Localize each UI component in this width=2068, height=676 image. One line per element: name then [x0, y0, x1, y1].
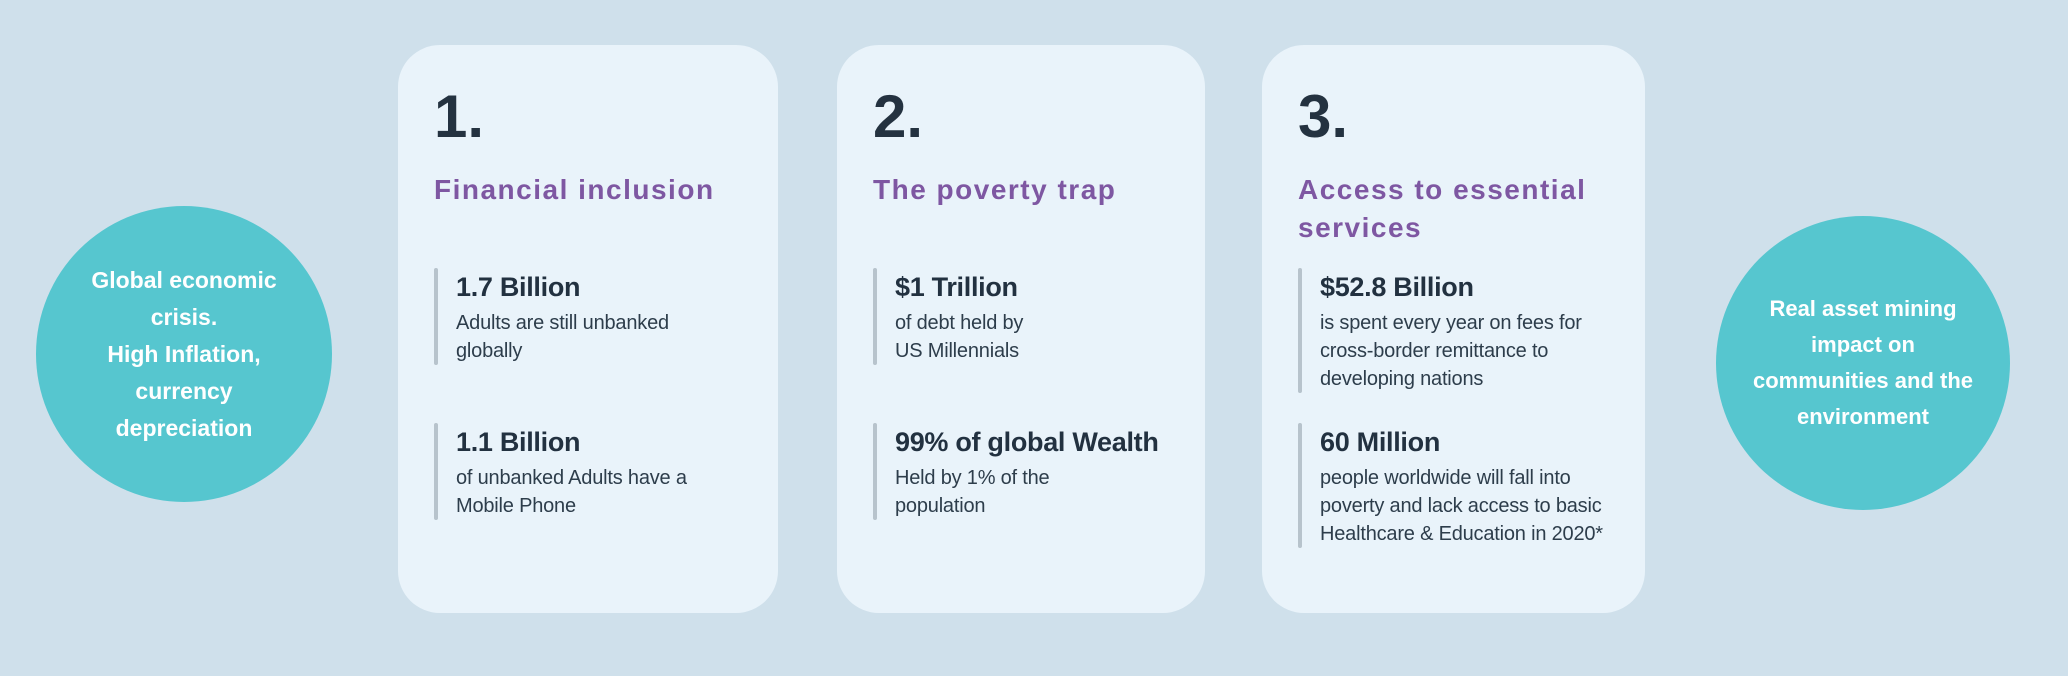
stat-value: $52.8 Billion [1320, 272, 1474, 302]
stat-description: of debt held by US Millennials [895, 312, 1024, 362]
stat-value: 99% of global Wealth [895, 427, 1159, 457]
stat-description: Held by 1% of the population [895, 467, 1050, 517]
stat-slot: 1.7 Billion Adults are still unbanked gl… [434, 268, 768, 423]
card-financial-inclusion: 1. Financial inclusion 1.7 Billion Adult… [398, 45, 778, 613]
card-number: 1. [434, 83, 485, 150]
stat-accent-bar [434, 423, 438, 520]
stat-text: 60 Million people worldwide will fall in… [1320, 423, 1603, 548]
stat-text: 99% of global Wealth Held by 1% of the p… [895, 423, 1159, 520]
stat-item: 60 Million people worldwide will fall in… [1298, 423, 1635, 548]
stat-text: 1.1 Billion of unbanked Adults have a Mo… [456, 423, 687, 520]
stat-item: 1.1 Billion of unbanked Adults have a Mo… [434, 423, 768, 520]
stat-description: is spent every year on fees for cross-bo… [1320, 312, 1582, 390]
card-number: 2. [873, 83, 924, 150]
cards-row: 1. Financial inclusion 1.7 Billion Adult… [398, 45, 1645, 613]
card-poverty-trap: 2. The poverty trap $1 Trillion of debt … [837, 45, 1205, 613]
stat-text: $1 Trillion of debt held by US Millennia… [895, 268, 1023, 365]
stat-text: $52.8 Billion is spent every year on fee… [1320, 268, 1582, 393]
stat-text: 1.7 Billion Adults are still unbanked gl… [456, 268, 669, 365]
stat-slot: $1 Trillion of debt held by US Millennia… [873, 268, 1195, 423]
stat-value: 1.7 Billion [456, 272, 581, 302]
mining-impact-bubble: Real asset mining impact on communities … [1716, 216, 2010, 510]
card-title-slot: Financial inclusion [434, 171, 768, 268]
stat-value: 60 Million [1320, 427, 1441, 457]
stat-slot: $52.8 Billion is spent every year on fee… [1298, 268, 1635, 423]
global-crisis-bubble: Global economic crisis. High Inflation, … [36, 206, 332, 502]
card-title: The poverty trap [873, 174, 1117, 205]
stat-description: Adults are still unbanked globally [456, 312, 669, 362]
stat-item: 1.7 Billion Adults are still unbanked gl… [434, 268, 768, 365]
stat-accent-bar [434, 268, 438, 365]
card-essential-services: 3. Access to essential services $52.8 Bi… [1262, 45, 1645, 613]
stat-value: $1 Trillion [895, 272, 1018, 302]
stat-description: people worldwide will fall into poverty … [1320, 467, 1603, 545]
stat-accent-bar [1298, 268, 1302, 393]
stat-accent-bar [873, 423, 877, 520]
stat-accent-bar [873, 268, 877, 365]
mining-impact-bubble-text: Real asset mining impact on communities … [1752, 296, 1974, 429]
stat-description: of unbanked Adults have a Mobile Phone [456, 467, 687, 517]
card-number: 3. [1298, 83, 1349, 150]
stat-value: 1.1 Billion [456, 427, 581, 457]
card-title-slot: The poverty trap [873, 171, 1195, 268]
stat-item: 99% of global Wealth Held by 1% of the p… [873, 423, 1195, 520]
stat-item: $1 Trillion of debt held by US Millennia… [873, 268, 1195, 365]
card-title: Financial inclusion [434, 174, 715, 205]
card-title: Access to essential services [1298, 174, 1587, 243]
stat-accent-bar [1298, 423, 1302, 548]
stat-item: $52.8 Billion is spent every year on fee… [1298, 268, 1635, 393]
card-title-slot: Access to essential services [1298, 171, 1635, 268]
global-crisis-bubble-text: Global economic crisis. High Inflation, … [91, 266, 277, 441]
